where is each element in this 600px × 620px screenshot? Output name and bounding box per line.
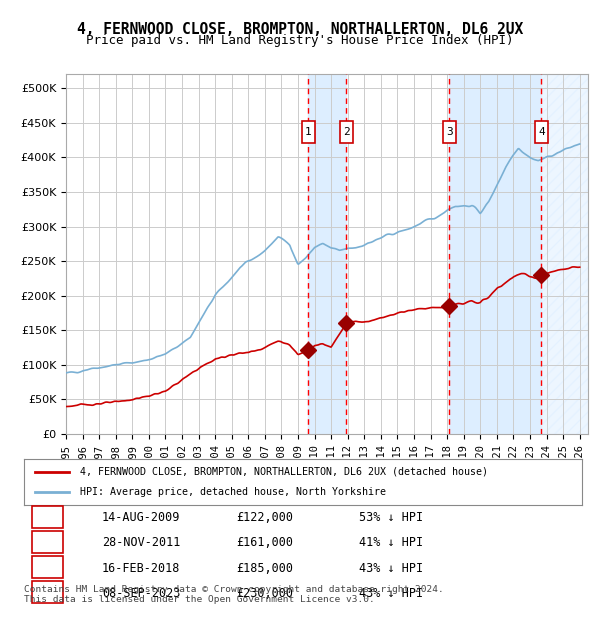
Text: 3: 3 <box>446 127 452 137</box>
Text: 08-SEP-2023: 08-SEP-2023 <box>102 587 181 600</box>
Bar <box>541 74 588 434</box>
Text: 14-AUG-2009: 14-AUG-2009 <box>102 512 181 525</box>
Text: £230,000: £230,000 <box>236 587 293 600</box>
FancyBboxPatch shape <box>535 121 548 143</box>
Text: 4, FERNWOOD CLOSE, BROMPTON, NORTHALLERTON, DL6 2UX (detached house): 4, FERNWOOD CLOSE, BROMPTON, NORTHALLERT… <box>80 467 488 477</box>
Text: HPI: Average price, detached house, North Yorkshire: HPI: Average price, detached house, Nort… <box>80 487 386 497</box>
Text: 1: 1 <box>44 512 51 525</box>
Text: 28-NOV-2011: 28-NOV-2011 <box>102 536 181 549</box>
Text: £185,000: £185,000 <box>236 562 293 575</box>
Text: Price paid vs. HM Land Registry's House Price Index (HPI): Price paid vs. HM Land Registry's House … <box>86 34 514 47</box>
Text: £122,000: £122,000 <box>236 512 293 525</box>
FancyBboxPatch shape <box>32 581 63 603</box>
Bar <box>308 74 346 434</box>
Text: 4: 4 <box>44 587 51 600</box>
FancyBboxPatch shape <box>302 121 315 143</box>
Text: 4: 4 <box>538 127 545 137</box>
Text: 43% ↓ HPI: 43% ↓ HPI <box>359 587 423 600</box>
Text: Contains HM Land Registry data © Crown copyright and database right 2024.
This d: Contains HM Land Registry data © Crown c… <box>24 585 444 604</box>
FancyBboxPatch shape <box>32 556 63 578</box>
FancyBboxPatch shape <box>443 121 456 143</box>
Text: 2: 2 <box>44 536 51 549</box>
Bar <box>449 74 541 434</box>
Text: 41% ↓ HPI: 41% ↓ HPI <box>359 536 423 549</box>
Text: 1: 1 <box>305 127 311 137</box>
Text: 4, FERNWOOD CLOSE, BROMPTON, NORTHALLERTON, DL6 2UX: 4, FERNWOOD CLOSE, BROMPTON, NORTHALLERT… <box>77 22 523 37</box>
Text: 53% ↓ HPI: 53% ↓ HPI <box>359 512 423 525</box>
FancyBboxPatch shape <box>32 531 63 553</box>
Text: £161,000: £161,000 <box>236 536 293 549</box>
FancyBboxPatch shape <box>340 121 353 143</box>
Text: 16-FEB-2018: 16-FEB-2018 <box>102 562 181 575</box>
Text: 3: 3 <box>44 562 51 575</box>
FancyBboxPatch shape <box>32 506 63 528</box>
Text: 43% ↓ HPI: 43% ↓ HPI <box>359 562 423 575</box>
Text: 2: 2 <box>343 127 350 137</box>
